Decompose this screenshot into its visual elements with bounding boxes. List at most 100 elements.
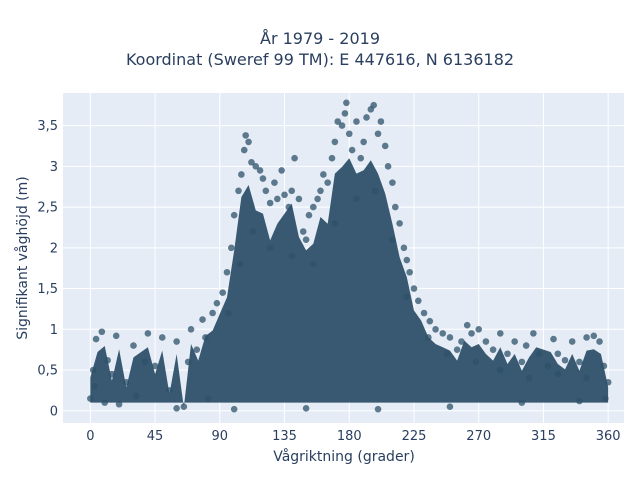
data-point — [328, 154, 336, 162]
data-point — [522, 342, 530, 349]
y-tick-label: 1 — [50, 323, 58, 338]
data-point — [242, 132, 249, 139]
data-point — [122, 378, 130, 386]
data-point — [309, 260, 317, 268]
data-point — [240, 146, 248, 154]
data-point — [432, 325, 439, 333]
point-cloud-envelope — [90, 158, 609, 408]
data-point — [112, 332, 120, 340]
data-point — [317, 187, 324, 195]
data-point — [384, 163, 392, 170]
data-point — [415, 297, 422, 305]
x-tick-label: 45 — [147, 429, 164, 444]
data-point — [389, 179, 396, 186]
data-point — [320, 171, 327, 178]
data-point — [374, 405, 382, 413]
x-tick-label: 315 — [531, 429, 556, 444]
data-point — [158, 334, 166, 341]
x-tick-label: 360 — [596, 429, 621, 444]
data-point — [291, 154, 298, 162]
data-point — [396, 220, 403, 227]
data-point — [230, 211, 238, 219]
data-point — [309, 203, 317, 211]
data-point — [299, 228, 307, 235]
data-point — [446, 334, 454, 341]
x-tick-label: 135 — [272, 429, 297, 444]
data-point — [482, 338, 490, 345]
data-point — [271, 179, 278, 186]
data-point — [363, 114, 370, 121]
data-point — [324, 179, 331, 186]
data-point — [345, 130, 353, 138]
y-axis-title: Signifikant våghöjd (m) — [14, 176, 31, 339]
data-point — [590, 332, 598, 340]
data-point — [496, 366, 504, 374]
data-point — [108, 370, 116, 378]
chart-title: År 1979 - 2019 — [260, 29, 380, 48]
data-point — [278, 167, 285, 174]
data-point — [360, 138, 367, 146]
data-point — [288, 187, 296, 195]
data-point — [87, 395, 94, 402]
y-tick-label: 2 — [50, 241, 58, 256]
data-point — [496, 330, 504, 337]
data-point — [446, 403, 454, 411]
data-point — [236, 260, 244, 268]
data-point — [133, 392, 140, 400]
data-point — [389, 236, 396, 243]
chart-subtitle: Koordinat (Sweref 99 TM): E 447616, N 61… — [125, 50, 515, 69]
data-point — [151, 362, 159, 370]
data-point — [518, 399, 526, 406]
data-point — [406, 268, 413, 276]
data-point — [374, 130, 382, 138]
x-tick-label: 0 — [86, 429, 94, 444]
data-point — [213, 299, 221, 307]
data-point — [535, 350, 543, 358]
x-axis-title: Vågriktning (grader) — [273, 448, 415, 465]
data-point — [472, 358, 480, 366]
x-tick-label: 225 — [402, 429, 427, 444]
data-point — [302, 236, 310, 243]
data-point — [91, 383, 98, 390]
data-point — [554, 370, 562, 378]
data-point — [439, 330, 447, 337]
data-point — [209, 309, 216, 317]
data-point — [554, 350, 562, 358]
point-cloud — [90, 158, 609, 408]
data-point — [92, 335, 100, 343]
data-point — [458, 338, 465, 345]
data-point — [353, 118, 360, 125]
data-point — [314, 195, 321, 203]
data-point — [225, 309, 232, 317]
data-point — [199, 316, 206, 323]
data-point — [274, 195, 281, 203]
data-point — [173, 405, 180, 412]
data-point — [604, 378, 612, 386]
data-point — [98, 328, 106, 336]
data-point — [475, 325, 483, 333]
data-point — [281, 191, 288, 199]
data-point — [425, 334, 432, 341]
data-point — [518, 358, 526, 366]
data-point — [353, 195, 360, 203]
data-point — [341, 110, 349, 117]
data-point — [468, 330, 475, 337]
data-point — [600, 362, 608, 370]
data-point — [249, 228, 257, 235]
data-point — [426, 317, 434, 325]
data-point — [238, 171, 245, 178]
y-tick-label: 0 — [50, 404, 58, 419]
data-point — [357, 154, 365, 162]
data-point — [101, 399, 109, 406]
data-point — [288, 252, 296, 260]
data-point — [410, 285, 418, 292]
data-point — [187, 325, 195, 333]
data-point — [370, 101, 378, 109]
data-point — [193, 346, 201, 353]
x-tick-labels: 0 45 90 135 180 225 270 315 360 — [86, 429, 620, 444]
data-point — [266, 199, 274, 207]
data-point — [228, 244, 235, 252]
data-point — [180, 403, 188, 411]
data-point — [331, 138, 339, 146]
data-point — [596, 338, 603, 345]
